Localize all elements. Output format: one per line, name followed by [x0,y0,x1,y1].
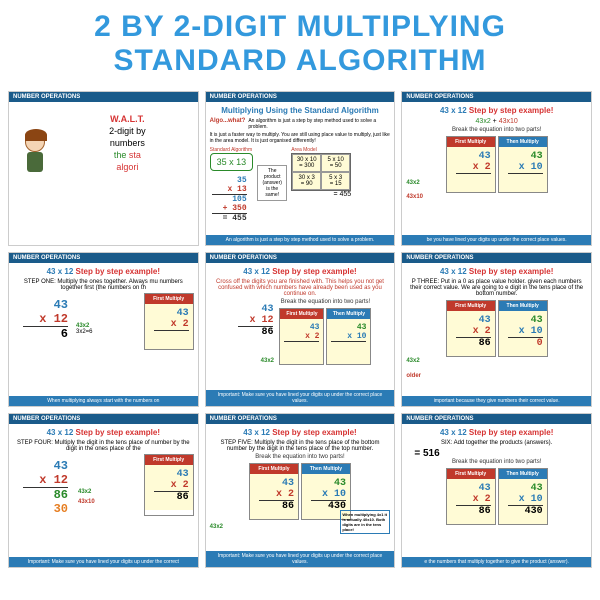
title-line-2: STANDARD ALGORITHM [0,44,600,78]
slide-header: NUMBER OPERATIONS [206,414,395,424]
slide-footer: Important: Make sure you have lined your… [206,390,395,406]
step-text: STEP FOUR: Multiply the digit in the ten… [13,440,194,452]
slide-footer: When multiplying always start with the n… [9,396,198,406]
slide-7: NUMBER OPERATIONS 43 x 12 Step by step e… [8,413,199,568]
slide-2: NUMBER OPERATIONS Multiplying Using the … [205,91,396,246]
slide-header: NUMBER OPERATIONS [9,92,198,102]
walt-text2: numbers [61,138,194,148]
slide-header: NUMBER OPERATIONS [9,253,198,263]
product-note: The product (answer) is the same! [257,165,287,201]
slide-5: NUMBER OPERATIONS 43 x 12 Step by step e… [205,252,396,407]
walt-text3: the sta [61,150,194,160]
eq-text: 43x2 + 43x10 [406,118,587,125]
step-text: SIX: Add together the products (answers)… [406,440,587,446]
slide-footer: important because they give numbers thei… [402,396,591,406]
slide-footer: e the numbers that multiply together to … [402,557,591,567]
example-box: 35 x 13 [210,153,254,171]
slide-header: NUMBER OPERATIONS [206,92,395,102]
main-title: 2 BY 2-DIGIT MULTIPLYING STANDARD ALGORI… [0,0,600,83]
step-text: STEP FIVE: Multiply the digit in the ten… [210,440,391,452]
slide-3: NUMBER OPERATIONS 43 x 12 Step by step e… [401,91,592,246]
slide-footer: be you have lined your digits up under t… [402,235,591,245]
slide-header: NUMBER OPERATIONS [402,414,591,424]
step-text: P THREE: Put in a 0 as place value holde… [406,279,587,297]
slide-footer: Important: Make sure you have lined your… [9,557,198,567]
slide-footer: Important: Make sure you have lined your… [206,551,395,567]
slide-6: NUMBER OPERATIONS 43 x 12 Step by step e… [401,252,592,407]
slide-8: NUMBER OPERATIONS 43 x 12 Step by step e… [205,413,396,568]
step-text: STEP ONE: Multiply the ones together. Al… [13,279,194,291]
area-model: 30 x 10= 300 5 x 10= 50 30 x 3= 90 5 x 3… [291,153,351,191]
slide-header: NUMBER OPERATIONS [9,414,198,424]
title-line-1: 2 BY 2-DIGIT MULTIPLYING [0,10,600,44]
s2-title: Multiplying Using the Standard Algorithm [221,106,378,115]
slide-footer: An algorithm is just a step by step meth… [206,235,395,245]
s2-desc: An algorithm is just a step by step meth… [248,118,390,130]
walt-text4: algori [61,162,194,172]
slide-grid: NUMBER OPERATIONS W.A.L.T. 2-digit by nu… [0,83,600,576]
s2-desc2: It is just a faster way to multiply. You… [210,132,391,144]
slide-4: NUMBER OPERATIONS 43 x 12 Step by step e… [8,252,199,407]
slide-header: NUMBER OPERATIONS [402,92,591,102]
break-text: Break the equation into two parts! [406,127,587,133]
algo-what: Algo...what? [210,118,246,130]
cartoon-boy [17,132,52,182]
walt-text1: 2-digit by [61,126,194,136]
slide-header: NUMBER OPERATIONS [206,253,395,263]
slide-header: NUMBER OPERATIONS [402,253,591,263]
step-text: Cross off the digits you are finished wi… [210,279,391,297]
walt-label: W.A.L.T. [61,114,194,124]
slide-9: NUMBER OPERATIONS 43 x 12 Step by step e… [401,413,592,568]
slide-1: NUMBER OPERATIONS W.A.L.T. 2-digit by nu… [8,91,199,246]
